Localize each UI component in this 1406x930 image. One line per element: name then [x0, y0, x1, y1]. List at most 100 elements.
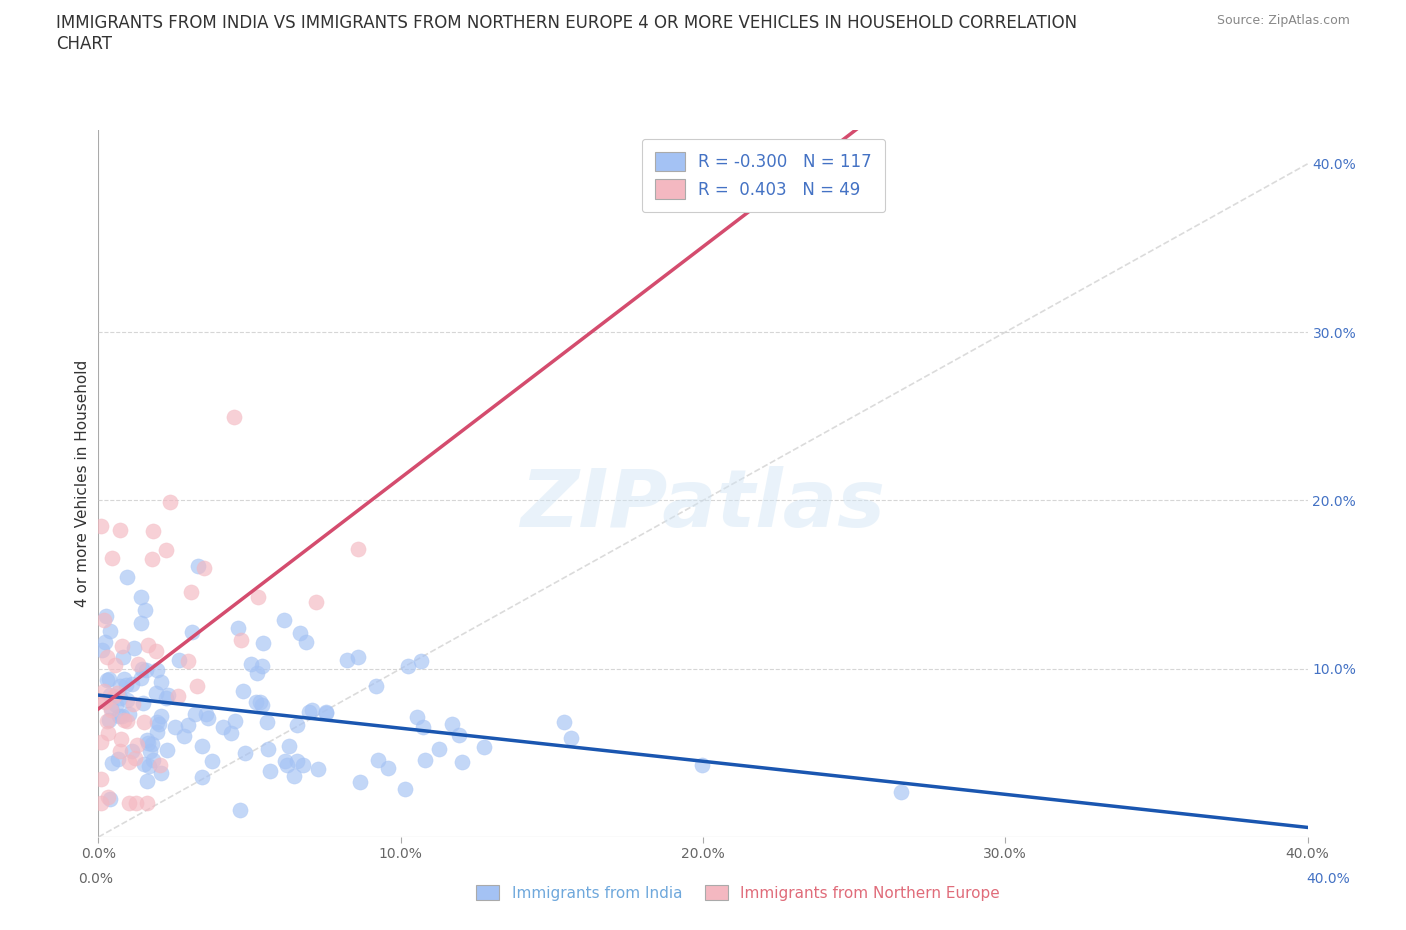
Point — [252, 636, 274, 651]
Point — [136, 736, 159, 751]
Point — [367, 752, 389, 767]
Point — [107, 751, 129, 766]
Point — [136, 733, 159, 748]
Point — [292, 757, 315, 772]
Point — [256, 714, 278, 729]
Point — [409, 654, 432, 669]
Point — [346, 541, 368, 556]
Point — [129, 615, 152, 630]
Point — [692, 758, 714, 773]
Point — [100, 700, 122, 715]
Point — [136, 774, 159, 789]
Point — [97, 790, 120, 804]
Y-axis label: 4 or more Vehicles in Household: 4 or more Vehicles in Household — [75, 360, 90, 607]
Point — [180, 585, 202, 600]
Point — [273, 753, 295, 768]
Point — [163, 720, 186, 735]
Point — [110, 732, 132, 747]
Point — [90, 735, 112, 750]
Point — [93, 684, 115, 698]
Point — [149, 709, 172, 724]
Point — [413, 753, 436, 768]
Point — [146, 663, 169, 678]
Point — [201, 753, 224, 768]
Point — [124, 796, 146, 811]
Point — [112, 671, 135, 686]
Point — [186, 558, 208, 573]
Point — [246, 590, 269, 604]
Point — [105, 698, 128, 712]
Point — [110, 744, 132, 759]
Point — [285, 718, 308, 733]
Point — [97, 725, 120, 740]
Point — [229, 632, 252, 647]
Point — [94, 695, 117, 710]
Point — [141, 551, 163, 566]
Point — [98, 791, 121, 806]
Point — [315, 706, 337, 721]
Point — [145, 685, 167, 700]
Point — [239, 657, 262, 671]
Point — [211, 720, 233, 735]
Point — [139, 743, 162, 758]
Point — [121, 676, 143, 691]
Point — [121, 743, 143, 758]
Point — [122, 697, 145, 711]
Point — [315, 705, 337, 720]
Point — [181, 624, 204, 639]
Text: 40.0%: 40.0% — [1306, 871, 1351, 886]
Point — [94, 609, 117, 624]
Point — [427, 742, 450, 757]
Point — [257, 741, 280, 756]
Point — [405, 710, 427, 724]
Point — [366, 679, 388, 694]
Point — [155, 543, 177, 558]
Point — [111, 709, 134, 724]
Point — [177, 654, 200, 669]
Point — [157, 688, 180, 703]
Point — [197, 711, 219, 725]
Point — [100, 702, 122, 717]
Point — [472, 740, 495, 755]
Point — [890, 784, 912, 799]
Point — [142, 524, 165, 538]
Point — [93, 612, 115, 627]
Point — [307, 762, 329, 777]
Point — [146, 724, 169, 739]
Point — [124, 751, 146, 765]
Point — [134, 714, 156, 729]
Point — [136, 796, 159, 811]
Text: 0.0%: 0.0% — [79, 871, 112, 886]
Point — [141, 737, 163, 751]
Point — [98, 671, 121, 686]
Point — [224, 713, 246, 728]
Point — [285, 753, 308, 768]
Point — [167, 689, 190, 704]
Point — [177, 717, 200, 732]
Point — [146, 714, 169, 729]
Point — [440, 716, 463, 731]
Point — [108, 690, 131, 705]
Point — [396, 658, 419, 673]
Point — [117, 796, 139, 811]
Point — [336, 653, 359, 668]
Point — [553, 714, 575, 729]
Point — [222, 409, 245, 424]
Point — [90, 796, 112, 811]
Point — [115, 714, 138, 729]
Point — [125, 738, 148, 753]
Point — [114, 678, 136, 693]
Point — [232, 684, 254, 698]
Point — [191, 738, 214, 753]
Point — [273, 612, 295, 627]
Point — [295, 635, 318, 650]
Point — [377, 761, 399, 776]
Point — [94, 635, 117, 650]
Point — [259, 764, 281, 778]
Point — [246, 665, 269, 680]
Point — [349, 775, 371, 790]
Point — [115, 693, 138, 708]
Point — [101, 551, 124, 565]
Point — [278, 738, 301, 753]
Point — [127, 657, 149, 671]
